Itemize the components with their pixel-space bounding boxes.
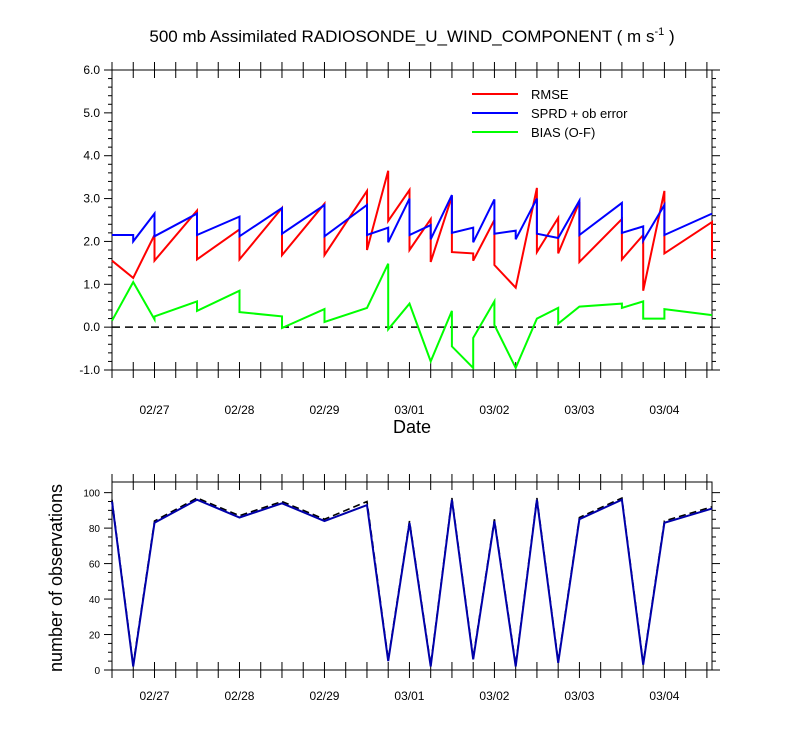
x-tick-label: 03/01	[394, 689, 424, 703]
y-tick-label: 40	[89, 595, 101, 606]
x-tick-label: 03/03	[564, 689, 594, 703]
upper-plot-frame	[111, 69, 713, 371]
x-tick-label: 02/29	[309, 403, 339, 417]
y-tick-label: 2.0	[83, 234, 100, 248]
x-tick-label: 03/04	[649, 689, 679, 703]
legend: RMSE SPRD + ob error BIAS (O-F)	[472, 87, 628, 140]
upper-axes: -1.0 0.0 1.0 2.0 3.0 4.0 5.0 6.0 02/27 02/28 02/29…	[79, 62, 720, 417]
x-tick-label: 03/02	[479, 403, 509, 417]
lower-axes: 0 20 40 60 80 100 02/27 02/28 02/29 03/01 03/02 03/…	[83, 474, 720, 703]
x-tick-label: 02/29	[309, 689, 339, 703]
y-tick-label: 20	[89, 631, 101, 642]
series-line	[111, 263, 713, 371]
y-tick-label: 0.0	[83, 320, 100, 334]
chart-title: 500 mb Assimilated RADIOSONDE_U_WIND_COM…	[149, 26, 674, 46]
y-tick-label: 1.0	[83, 277, 100, 291]
x-tick-label: 03/02	[479, 689, 509, 703]
lower-series-group	[111, 496, 713, 667]
x-tick-label: 03/03	[564, 403, 594, 417]
y-tick-label: 6.0	[83, 63, 100, 77]
series-line	[111, 498, 713, 667]
legend-label: BIAS (O-F)	[531, 125, 595, 140]
x-axis-title: Date	[393, 417, 431, 437]
y-tick-label: 60	[89, 560, 101, 571]
y-tick-label: 100	[83, 489, 100, 500]
x-tick-label: 02/27	[139, 689, 169, 703]
x-tick-label: 03/01	[394, 403, 424, 417]
lower-plot-frame	[111, 481, 713, 671]
y-tick-label: 4.0	[83, 149, 100, 163]
y-tick-label: -1.0	[79, 363, 100, 377]
upper-series-group	[111, 170, 713, 371]
x-tick-label: 02/27	[139, 403, 169, 417]
x-tick-label: 02/28	[224, 403, 254, 417]
x-tick-label: 02/28	[224, 689, 254, 703]
y-tick-label: 3.0	[83, 192, 100, 206]
legend-label: RMSE	[531, 87, 569, 102]
series-line	[112, 194, 713, 245]
series-line	[111, 496, 713, 665]
y-tick-label: 5.0	[83, 106, 100, 120]
y-tick-label: 80	[89, 524, 101, 535]
y-tick-label: 0	[94, 666, 100, 677]
x-tick-label: 03/04	[649, 403, 679, 417]
legend-label: SPRD + ob error	[531, 106, 628, 121]
y-axis-title-lower: number of observations	[46, 484, 66, 672]
